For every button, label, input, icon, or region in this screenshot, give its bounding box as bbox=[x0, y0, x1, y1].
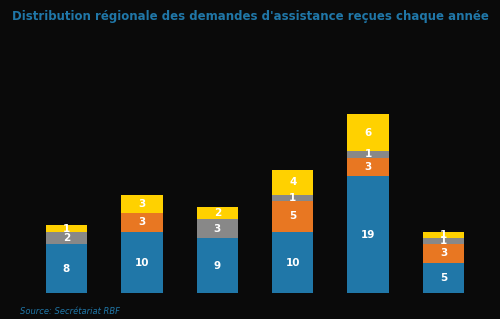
Bar bbox=[272, 195, 314, 201]
Text: 1: 1 bbox=[289, 193, 296, 203]
Bar bbox=[196, 207, 238, 219]
Bar bbox=[423, 263, 465, 293]
Bar bbox=[121, 195, 162, 213]
Bar bbox=[46, 244, 87, 293]
Text: Distribution régionale des demandes d'assistance reçues chaque année: Distribution régionale des demandes d'as… bbox=[12, 10, 488, 23]
Bar bbox=[423, 244, 465, 263]
Bar bbox=[272, 232, 314, 293]
Text: 5: 5 bbox=[289, 211, 296, 221]
Text: 8: 8 bbox=[63, 264, 70, 274]
Text: 10: 10 bbox=[286, 257, 300, 268]
Bar bbox=[348, 176, 389, 293]
Text: 3: 3 bbox=[214, 224, 221, 234]
Bar bbox=[348, 114, 389, 151]
Text: 4: 4 bbox=[289, 177, 296, 187]
Bar bbox=[196, 219, 238, 238]
Text: 1: 1 bbox=[63, 224, 70, 234]
Text: 19: 19 bbox=[361, 230, 376, 240]
Bar bbox=[121, 213, 162, 232]
Text: 1: 1 bbox=[440, 230, 447, 240]
Bar bbox=[196, 238, 238, 293]
Text: 3: 3 bbox=[440, 248, 447, 258]
Bar bbox=[121, 232, 162, 293]
Text: 2: 2 bbox=[63, 233, 70, 243]
Text: Source: Secrétariat RBF: Source: Secrétariat RBF bbox=[20, 307, 120, 316]
Bar bbox=[46, 232, 87, 244]
Text: 1: 1 bbox=[364, 149, 372, 160]
Text: 10: 10 bbox=[134, 257, 149, 268]
Text: 3: 3 bbox=[138, 218, 145, 227]
Text: 3: 3 bbox=[364, 162, 372, 172]
Text: 1: 1 bbox=[440, 236, 447, 246]
Text: 5: 5 bbox=[440, 273, 447, 283]
Bar bbox=[423, 232, 465, 238]
Bar bbox=[423, 238, 465, 244]
Bar bbox=[272, 170, 314, 195]
Bar bbox=[348, 158, 389, 176]
Bar bbox=[46, 226, 87, 232]
Text: 6: 6 bbox=[364, 128, 372, 138]
Text: 9: 9 bbox=[214, 261, 221, 271]
Text: 2: 2 bbox=[214, 208, 221, 218]
Bar bbox=[272, 201, 314, 232]
Bar bbox=[348, 151, 389, 158]
Text: 3: 3 bbox=[138, 199, 145, 209]
